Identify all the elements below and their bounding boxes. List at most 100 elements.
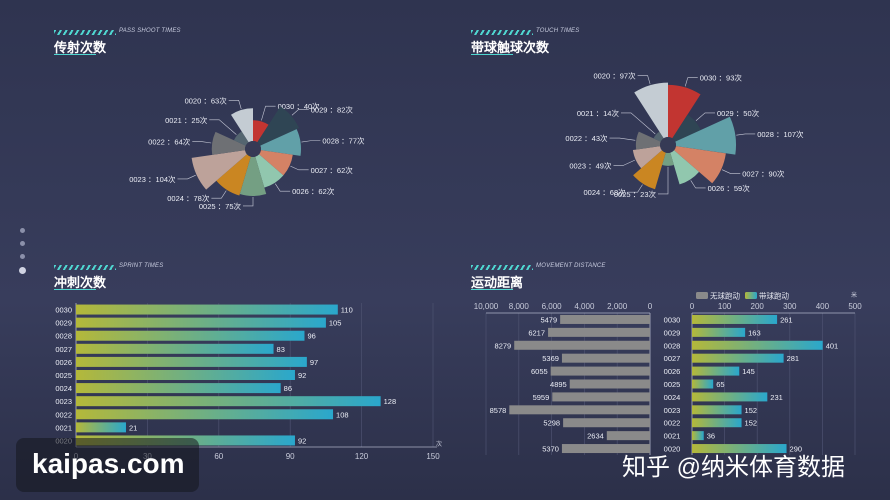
panel-header: SPRINT TIMES 冲刺次数: [54, 263, 254, 294]
bar-value-label: 145: [742, 367, 755, 376]
label-leader: [721, 169, 741, 174]
page-dot[interactable]: [20, 228, 25, 233]
bar-value-label: 2634: [587, 432, 604, 441]
rose-slice: [191, 150, 247, 190]
x-tick-label: 0: [690, 302, 695, 311]
rose-slice: [257, 106, 300, 146]
no-ball-run-bar: [569, 379, 650, 389]
slice-label: 0026 ：59次: [708, 183, 751, 193]
bar-value-label: 83: [277, 345, 285, 354]
rose-slice: [259, 150, 293, 176]
bar-value-label: 110: [341, 306, 353, 315]
page-indicator[interactable]: [19, 228, 26, 282]
page-dot-active[interactable]: [19, 267, 26, 274]
no-ball-run-bar: [548, 327, 650, 337]
label-leader: [301, 140, 321, 143]
bar-value-label: 128: [384, 397, 397, 406]
bar-value-label: 92: [298, 436, 306, 445]
header-stripes: [471, 265, 533, 270]
y-tick-label: 0028: [664, 341, 681, 350]
bar-value-label: 8578: [490, 406, 507, 415]
rose-slice: [632, 146, 662, 169]
x-tick-label: 150: [426, 452, 440, 461]
ball-run-bar: [692, 353, 784, 363]
rose-slice: [211, 131, 246, 155]
no-ball-run-bar: [561, 444, 650, 454]
label-leader: [243, 196, 254, 207]
label-leader: [613, 159, 635, 166]
y-tick-label: 0021: [664, 432, 681, 441]
header-stripes: [54, 265, 116, 270]
rose-hole: [245, 141, 261, 157]
slice-label: 0030 ：93次: [700, 73, 743, 83]
bar-value-label: 65: [716, 380, 724, 389]
y-tick-label: 0023: [664, 406, 681, 415]
y-tick-label: 0020: [664, 445, 681, 454]
slice-label: 0023 ：104次: [129, 174, 176, 184]
panel-title: 带球触球次数: [471, 40, 550, 55]
y-tick-label: 0030: [55, 306, 72, 315]
x-tick-label: 300: [783, 302, 797, 311]
panel-title: 传射次数: [54, 40, 107, 55]
sprint-bar: [76, 383, 281, 394]
y-tick-label: 0028: [55, 332, 72, 341]
slice-label: 0028 ：107次: [757, 129, 804, 139]
bar-value-label: 290: [790, 445, 803, 454]
x-tick-label: 500: [848, 302, 862, 311]
slice-label: 0022 ：43次: [565, 133, 608, 143]
bar-value-label: 4895: [550, 380, 567, 389]
panel-header: MOVEMENT DISTANCE 运动距离: [471, 263, 671, 294]
bar-value-label: 5369: [542, 354, 559, 363]
panel-subtitle: SPRINT TIMES: [119, 263, 164, 269]
page-dot[interactable]: [20, 241, 25, 246]
panel-title: 运动距离: [471, 275, 524, 290]
panel-subtitle: MOVEMENT DISTANCE: [536, 263, 606, 269]
y-tick-label: 0026: [55, 358, 72, 367]
label-leader: [290, 165, 309, 171]
ball-run-bar: [692, 379, 714, 389]
sprint-bar: [76, 422, 126, 433]
page-dot[interactable]: [20, 254, 25, 259]
y-tick-label: 0029: [664, 328, 681, 337]
rose-slice: [670, 150, 700, 185]
rose-slice: [255, 154, 284, 188]
y-tick-label: 0024: [664, 393, 681, 402]
bar-value-label: 97: [310, 358, 318, 367]
ball-run-bar: [692, 314, 778, 324]
slice-label: 0021 ：14次: [577, 108, 620, 118]
header-stripes: [471, 30, 533, 35]
sprint-bar: [76, 343, 274, 354]
rose-slice: [662, 152, 674, 166]
bar-value-label: 108: [336, 410, 349, 419]
rose-slice: [233, 131, 249, 146]
no-ball-run-bar: [514, 340, 650, 350]
y-tick-label: 0026: [664, 367, 681, 376]
label-leader: [620, 112, 656, 135]
label-leader: [211, 190, 227, 199]
slice-label: 0024 ：68次: [584, 187, 627, 197]
sprint-bar: [76, 330, 305, 341]
legend-swatch: [745, 292, 757, 299]
bar-value-label: 6055: [531, 367, 548, 376]
bar-value-label: 261: [780, 315, 793, 324]
x-tick-label: 200: [751, 302, 765, 311]
rose-slice: [216, 154, 251, 196]
no-ball-run-bar: [606, 431, 650, 441]
y-tick-label: 0029: [55, 319, 72, 328]
legend-label: 带球跑动: [759, 291, 789, 301]
label-leader: [291, 109, 309, 116]
y-tick-label: 0030: [664, 315, 681, 324]
slice-label: 0021 ：25次: [165, 115, 208, 125]
x-tick-label: 400: [816, 302, 830, 311]
ball-run-bar: [692, 366, 740, 376]
x-tick-label: 8,000: [509, 302, 530, 311]
bar-value-label: 86: [284, 384, 292, 393]
bar-value-label: 5370: [542, 445, 559, 454]
bar-value-label: 36: [707, 432, 715, 441]
watermark-kaipas-text: kaipas.com: [32, 448, 185, 479]
rose-slice: [239, 156, 267, 196]
x-tick-label: 10,000: [474, 302, 499, 311]
sprint-bar: [76, 356, 307, 367]
bar-value-label: 8279: [495, 341, 512, 350]
ball-run-bar: [692, 392, 768, 402]
